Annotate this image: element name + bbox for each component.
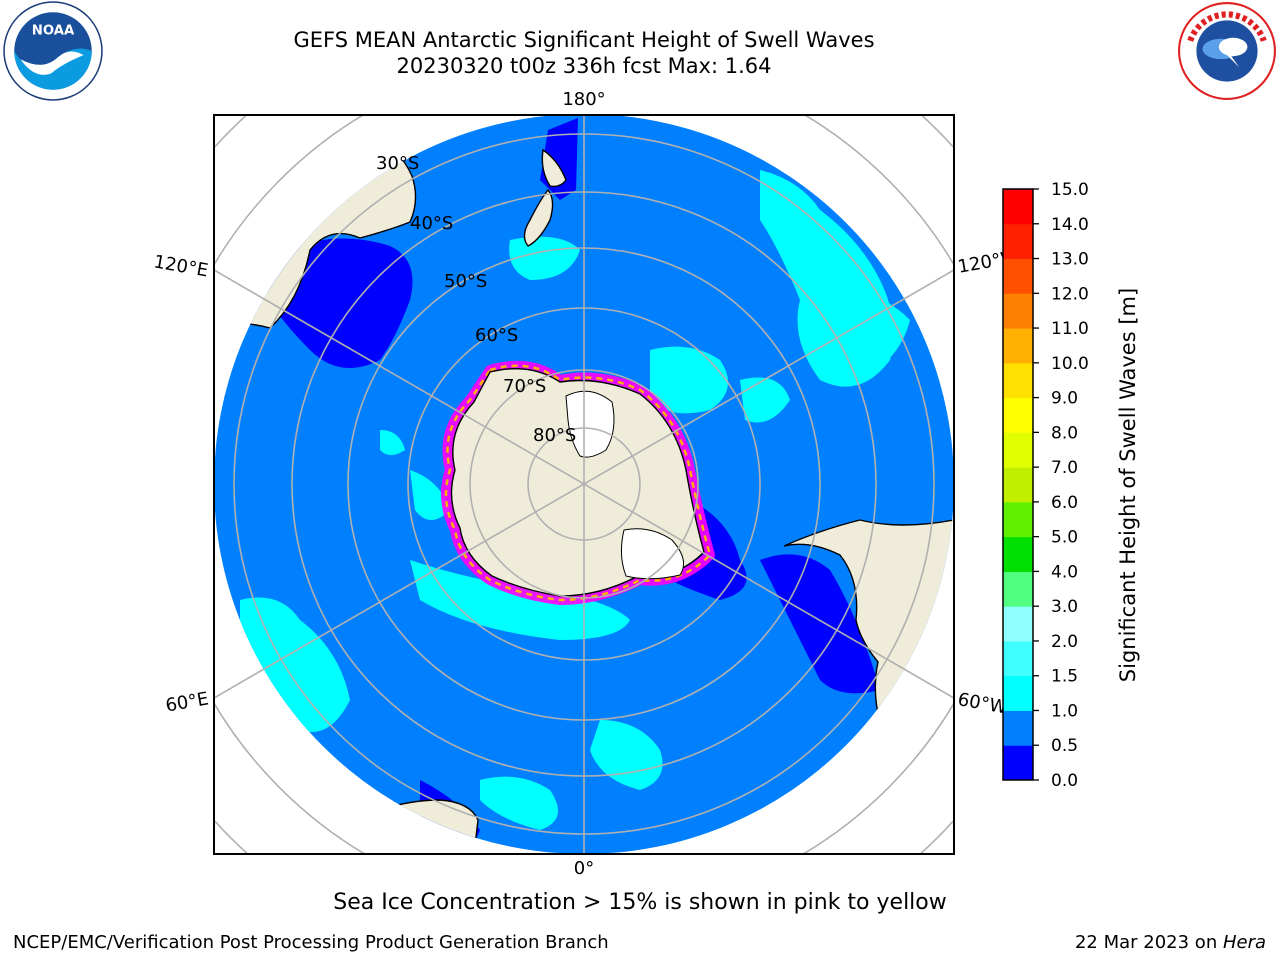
lat-label-60s: 60°S [475, 325, 518, 346]
colorbar-tick-label: 6.0 [1051, 493, 1078, 513]
colorbar-segment [1003, 293, 1033, 329]
colorbar-tick-label: 15.0 [1051, 180, 1089, 200]
colorbar-tick-label: 10.0 [1051, 354, 1089, 374]
sea-ice-footnote: Sea Ice Concentration > 15% is shown in … [333, 890, 947, 915]
colorbar-segment [1003, 606, 1033, 642]
colorbar-tick-label: 14.0 [1051, 215, 1089, 235]
colorbar-segment [1003, 536, 1033, 572]
colorbar-segment [1003, 675, 1033, 711]
colorbar-tick-label: 11.0 [1051, 319, 1089, 339]
lat-label-80s: 80°S [533, 425, 576, 446]
map-frame [213, 114, 955, 855]
noaa-logo: NOAA [3, 1, 103, 101]
colorbar-tick-label: 4.0 [1051, 562, 1078, 582]
colorbar-segment [1003, 571, 1033, 607]
colorbar-segment [1003, 223, 1033, 260]
colorbar-tick-label: 3.0 [1051, 597, 1078, 617]
colorbar-tick-label: 2.0 [1051, 632, 1078, 652]
colorbar-tick-label: 5.0 [1051, 528, 1078, 548]
chart-title: GEFS MEAN Antarctic Significant Height o… [293, 28, 875, 52]
graticule [214, 115, 954, 854]
date-text: 22 Mar 2023 on [1074, 932, 1223, 953]
host-name: Hera [1222, 932, 1266, 953]
lon-label-180: 180° [562, 89, 605, 110]
lon-label-0: 0° [574, 858, 594, 879]
weddell-ice-shelf [620, 528, 685, 580]
lat-label-40s: 40°S [410, 213, 453, 234]
latitude-labels: 30°S 40°S 50°S 60°S 70°S 80°S [376, 153, 576, 446]
colorbar-segment [1003, 258, 1033, 294]
colorbar-segments [1003, 189, 1033, 781]
lat-label-30s: 30°S [376, 153, 419, 174]
colorbar-tick-label: 13.0 [1051, 250, 1089, 270]
colorbar-label: Significant Height of Swell Waves [m] [1116, 287, 1140, 683]
colorbar-segment [1003, 640, 1033, 677]
colorbar-tick-label: 0.5 [1051, 736, 1078, 756]
sea-ice-inner [444, 364, 712, 602]
swell-cyan-areas [240, 170, 910, 830]
colorbar-segment [1003, 189, 1033, 225]
chart-subtitle: 20230320 t00z 336h fcst Max: 1.64 [396, 54, 772, 78]
colorbar-segment [1003, 328, 1033, 364]
colorbar-segment [1003, 432, 1033, 468]
lat-label-70s: 70°S [503, 376, 546, 397]
colorbar-tick-label: 7.0 [1051, 458, 1078, 478]
colorbar-segment [1003, 362, 1033, 399]
nws-logo [1178, 2, 1276, 100]
colorbar-ticks: 0.0 0.5 1.0 1.5 2.0 3.0 4.0 5.0 6.0 7.0 8.0 9.0 10.0… [1033, 180, 1089, 791]
colorbar-segment [1003, 745, 1033, 781]
colorbar-tick-label: 12.0 [1051, 284, 1089, 304]
colorbar-tick-label: 1.0 [1051, 701, 1078, 721]
ross-ice-shelf [565, 390, 615, 458]
colorbar-segment [1003, 501, 1033, 538]
credit-text: NCEP/EMC/Verification Post Processing Pr… [13, 932, 609, 953]
lat-label-50s: 50°S [444, 271, 487, 292]
svg-text:NOAA: NOAA [32, 24, 75, 39]
new-zealand-land [523, 148, 567, 247]
colorbar-segment [1003, 397, 1033, 433]
colorbar-tick-label: 8.0 [1051, 423, 1078, 443]
colorbar-tick-label: 1.5 [1051, 667, 1078, 687]
colorbar-tick-label: 9.0 [1051, 389, 1078, 409]
colorbar-segment [1003, 710, 1033, 746]
colorbar-frame [1002, 188, 1034, 781]
colorbar-tick-label: 0.0 [1051, 771, 1078, 791]
graticule-outer [214, 115, 954, 854]
colorbar-segment [1003, 467, 1033, 503]
date-stamp: 22 Mar 2023 on Hera [1075, 932, 1266, 953]
